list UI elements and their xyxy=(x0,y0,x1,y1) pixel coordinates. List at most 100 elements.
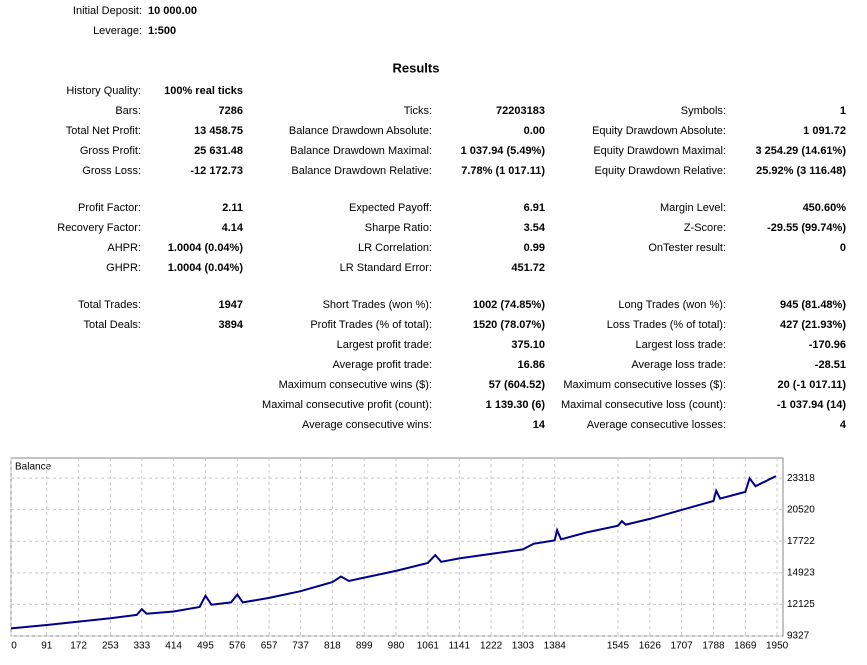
result-label: Bars: xyxy=(115,105,141,117)
result-label: Loss Trades (% of total): xyxy=(607,319,726,331)
result-label: Maximum consecutive losses ($): xyxy=(563,379,726,391)
x-tick-label: 818 xyxy=(324,641,341,652)
result-value: -28.51 xyxy=(815,359,846,371)
result-label: LR Standard Error: xyxy=(340,262,432,274)
result-value: 1 139.30 (6) xyxy=(486,399,546,411)
result-label: Ticks: xyxy=(404,105,432,117)
result-value: -12 172.73 xyxy=(190,165,243,177)
x-tick-label: 737 xyxy=(292,641,309,652)
result-value: 16.86 xyxy=(517,359,545,371)
result-label: Gross Loss: xyxy=(82,165,141,177)
result-value: 57 (604.52) xyxy=(489,379,546,391)
result-value: 6.91 xyxy=(524,202,545,214)
result-value: 7.78% (1 017.11) xyxy=(461,165,545,177)
result-value: 1 091.72 xyxy=(803,125,846,137)
result-label: Symbols: xyxy=(681,105,726,117)
x-tick-label: 1626 xyxy=(639,641,662,652)
x-tick-label: 657 xyxy=(261,641,278,652)
result-value: 1 037.94 (5.49%) xyxy=(461,145,546,157)
x-tick-label: 414 xyxy=(165,641,182,652)
field-value: 1:500 xyxy=(148,25,176,37)
x-tick-label: 1384 xyxy=(544,641,567,652)
result-value: 450.60% xyxy=(803,202,847,214)
x-tick-label: 1545 xyxy=(607,641,630,652)
field-value: 10 000.00 xyxy=(148,5,197,17)
result-label: Average loss trade: xyxy=(631,359,726,371)
x-tick-label: 495 xyxy=(197,641,214,652)
result-label: Total Net Profit: xyxy=(66,125,141,137)
y-tick-label: 12125 xyxy=(787,599,815,610)
x-tick-label: 253 xyxy=(102,641,119,652)
result-value: 1.0004 (0.04%) xyxy=(168,262,244,274)
x-tick-label: 172 xyxy=(70,641,87,652)
result-value: 427 (21.93%) xyxy=(780,319,846,331)
x-tick-label: 0 xyxy=(11,641,17,652)
y-tick-label: 23318 xyxy=(787,473,815,484)
result-label: Maximum consecutive wins ($): xyxy=(279,379,432,391)
result-label: Recovery Factor: xyxy=(57,222,141,234)
result-label: Balance Drawdown Absolute: xyxy=(289,125,432,137)
result-label: Long Trades (won %): xyxy=(618,299,726,311)
result-label: Maximal consecutive loss (count): xyxy=(561,399,726,411)
result-value: 451.72 xyxy=(511,262,545,274)
x-tick-label: 333 xyxy=(133,641,150,652)
result-value: 0 xyxy=(840,242,846,254)
result-value: 25.92% (3 116.48) xyxy=(756,165,846,177)
result-label: GHPR: xyxy=(106,262,141,274)
result-value: 2.11 xyxy=(222,202,243,214)
x-tick-label: 91 xyxy=(41,641,53,652)
result-value: 3.54 xyxy=(524,222,546,234)
result-label: Equity Drawdown Absolute: xyxy=(592,125,726,137)
result-label: Equity Drawdown Relative: xyxy=(595,165,726,177)
result-label: Sharpe Ratio: xyxy=(365,222,432,234)
result-value: 1 xyxy=(840,105,846,117)
result-value: 375.10 xyxy=(511,339,545,351)
result-label: LR Correlation: xyxy=(358,242,432,254)
x-tick-label: 1303 xyxy=(512,641,535,652)
result-value: 25 631.48 xyxy=(194,145,243,157)
balance-line xyxy=(10,475,777,630)
result-value: 100% real ticks xyxy=(164,85,243,97)
x-tick-label: 1061 xyxy=(417,641,440,652)
y-tick-label: 20520 xyxy=(787,504,815,515)
result-value: 4.14 xyxy=(222,222,244,234)
chart-frame xyxy=(10,457,784,637)
result-value: 3894 xyxy=(219,319,244,331)
result-label: Expected Payoff: xyxy=(349,202,432,214)
result-label: Average consecutive losses: xyxy=(587,419,726,431)
result-value: 945 (81.48%) xyxy=(780,299,846,311)
result-value: 20 (-1 017.11) xyxy=(778,379,847,391)
result-value: 72203183 xyxy=(496,105,545,117)
result-label: Short Trades (won %): xyxy=(323,299,432,311)
x-tick-label: 1788 xyxy=(702,641,725,652)
result-label: Z-Score: xyxy=(684,222,726,234)
field-label: Initial Deposit: xyxy=(73,5,142,17)
result-value: 4 xyxy=(840,419,847,431)
result-value: 1.0004 (0.04%) xyxy=(168,242,244,254)
result-label: Total Trades: xyxy=(78,299,141,311)
field-label: Leverage: xyxy=(93,25,142,37)
x-tick-label: 1707 xyxy=(671,641,694,652)
result-value: 1002 (74.85%) xyxy=(473,299,545,311)
y-tick-label: 9327 xyxy=(787,631,810,642)
result-label: Balance Drawdown Maximal: xyxy=(290,145,432,157)
result-label: AHPR: xyxy=(107,242,141,254)
result-label: Maximal consecutive profit (count): xyxy=(262,399,432,411)
x-tick-label: 1869 xyxy=(734,641,757,652)
result-label: Profit Factor: xyxy=(78,202,141,214)
result-value: -170.96 xyxy=(809,339,846,351)
result-label: Margin Level: xyxy=(660,202,726,214)
result-label: History Quality: xyxy=(66,85,141,97)
result-value: -1 037.94 (14) xyxy=(777,399,846,411)
result-value: 0.99 xyxy=(524,242,545,254)
x-tick-label: 576 xyxy=(229,641,246,652)
x-tick-label: 1141 xyxy=(449,641,471,652)
result-value: 0.00 xyxy=(524,125,545,137)
results-title: Results xyxy=(393,60,440,75)
result-label: Average consecutive wins: xyxy=(302,419,432,431)
result-label: Largest profit trade: xyxy=(337,339,432,351)
result-value: 1520 (78.07%) xyxy=(473,319,545,331)
y-tick-label: 17722 xyxy=(787,536,815,547)
